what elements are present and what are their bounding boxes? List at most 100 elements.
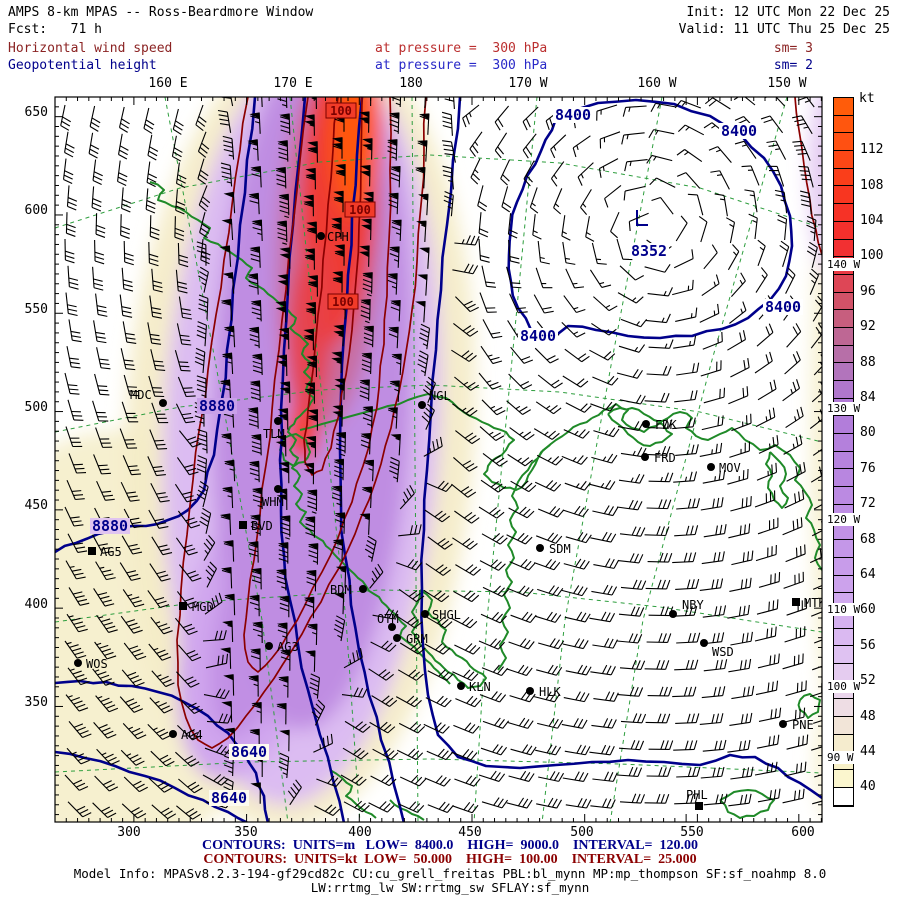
station-marker — [421, 610, 429, 618]
right-axis-longitude: 90 W — [826, 751, 855, 764]
colorbar-cell — [834, 310, 853, 328]
station-label: PHL — [686, 788, 708, 802]
map-border — [54, 96, 823, 823]
stations: MDC CPH TLM WHM BVD AG5 WOS MGD BDM OTM SHGL GRM AG3… — [74, 230, 826, 810]
height-level-label: at pressure = 300 hPa — [375, 58, 548, 73]
left-axis-grid: 450 — [24, 498, 48, 513]
height-contour-label: 8880 — [199, 397, 235, 415]
station-label: HLK — [539, 685, 561, 699]
coastline — [149, 181, 822, 821]
station-label: NGL — [429, 389, 451, 403]
colorbar-tick-label: 92 — [860, 319, 876, 335]
left-axis-grid: 550 — [24, 302, 48, 317]
colorbar-tick-label: 60 — [860, 602, 876, 618]
top-axis-longitude: 180 — [399, 76, 423, 91]
station-marker — [457, 682, 465, 690]
model-info: Model Info: MPASv8.2.3-194-gf29cd82c CU:… — [73, 866, 827, 881]
left-axis-grid: 400 — [24, 597, 48, 612]
colorbar-unit: kt — [859, 91, 875, 106]
station-marker — [359, 585, 367, 593]
station-marker — [779, 720, 787, 728]
colorbar-tick-label: 112 — [860, 142, 884, 158]
colorbar-cell — [834, 575, 853, 594]
wind-contour-label: 100 — [332, 295, 354, 309]
station-label: OTM — [377, 612, 399, 626]
right-axis-longitude: 140 W — [826, 258, 862, 271]
colorbar-cell — [834, 416, 853, 435]
colorbar-cell — [834, 186, 853, 205]
wind-level-label: at pressure = 300 hPa — [375, 41, 548, 56]
height-contour-spec: CONTOURS: UNITS=m LOW= 8400.0 HIGH= 9000… — [201, 838, 699, 853]
station-label: MDC — [130, 388, 152, 402]
station-marker — [159, 399, 167, 407]
height-contour-label: 8400 — [721, 122, 757, 140]
station-label: SDM — [549, 542, 571, 556]
station-marker — [526, 687, 534, 695]
wind-contour-label: 100 — [330, 104, 352, 118]
colorbar-tick-label: 96 — [860, 283, 876, 299]
station-label: MGD — [192, 600, 214, 614]
station-marker — [792, 598, 800, 606]
colorbar-tick-label: 64 — [860, 566, 876, 582]
colorbar-tick-label: 44 — [860, 743, 876, 759]
right-axis-longitude: 120 W — [826, 513, 862, 526]
station-label: CPH — [327, 230, 349, 244]
model-physics: LW:rrtmg_lw SW:rrtmg_sw SFLAY:sf_mynn — [310, 880, 590, 895]
station-marker — [317, 232, 325, 240]
height-contour-label: 8880 — [92, 517, 128, 535]
top-axis-longitude: 160 E — [148, 76, 188, 91]
wind-contour-spec: CONTOURS: UNITS=kt LOW= 50.000 HIGH= 100… — [203, 852, 697, 867]
colorbar-cell — [834, 717, 853, 735]
station-marker — [418, 401, 426, 409]
colorbar-cell — [834, 204, 853, 222]
station-marker — [169, 730, 177, 738]
colorbar-cell — [834, 540, 853, 558]
colorbar-tick-label: 76 — [860, 460, 876, 476]
wind-field-label: Horizontal wind speed — [8, 41, 173, 56]
colorbar-cell — [834, 221, 853, 240]
station-label: BDM — [330, 583, 352, 597]
valid-time: Valid: 11 UTC Thu 25 Dec 25 — [678, 22, 890, 37]
station-marker — [74, 659, 82, 667]
colorbar-tick-label: 108 — [860, 177, 884, 193]
height-contour-label: 8400 — [555, 106, 591, 124]
bottom-axis-grid: 350 — [234, 825, 258, 840]
colorbar-tick-label: 48 — [860, 708, 876, 724]
colorbar-cell — [834, 327, 853, 346]
height-field-label: Geopotential height — [8, 58, 157, 73]
colorbar-cell — [834, 770, 853, 788]
station-label: MTK — [804, 596, 826, 610]
station-marker — [179, 602, 187, 610]
station-label: WSD — [712, 645, 734, 659]
bottom-axis-grid: 300 — [117, 825, 141, 840]
colorbar — [833, 97, 854, 807]
station-label: TLM — [263, 427, 285, 441]
station-label: WHM — [262, 495, 284, 509]
left-axis-grid: 350 — [24, 695, 48, 710]
colorbar-cell — [834, 133, 853, 152]
colorbar-tick-label: 40 — [860, 779, 876, 795]
colorbar-tick-label: 52 — [860, 673, 876, 689]
colorbar-cell — [834, 487, 853, 505]
station-label: MOV — [719, 461, 741, 475]
colorbar-cell — [834, 115, 853, 134]
colorbar-cell — [834, 628, 853, 647]
height-contour-label: 8640 — [231, 743, 267, 761]
top-axis-longitude: 160 W — [637, 76, 677, 91]
colorbar-tick-label: 68 — [860, 531, 876, 547]
colorbar-cell — [834, 787, 853, 806]
colorbar-cell — [834, 699, 853, 718]
forecast-hour: Fcst: 71 h — [8, 22, 102, 37]
station-label: WOS — [86, 657, 108, 671]
colorbar-cell — [834, 363, 853, 381]
station-marker — [274, 485, 282, 493]
bottom-axis-grid: 450 — [458, 825, 482, 840]
station-label: KLN — [469, 680, 491, 694]
station-marker — [393, 634, 401, 642]
colorbar-cell — [834, 469, 853, 488]
colorbar-cell — [834, 345, 853, 364]
colorbar-cell — [834, 434, 853, 452]
colorbar-cell — [834, 557, 853, 576]
left-axis-grid: 500 — [24, 400, 48, 415]
right-axis-longitude: 130 W — [826, 402, 862, 415]
